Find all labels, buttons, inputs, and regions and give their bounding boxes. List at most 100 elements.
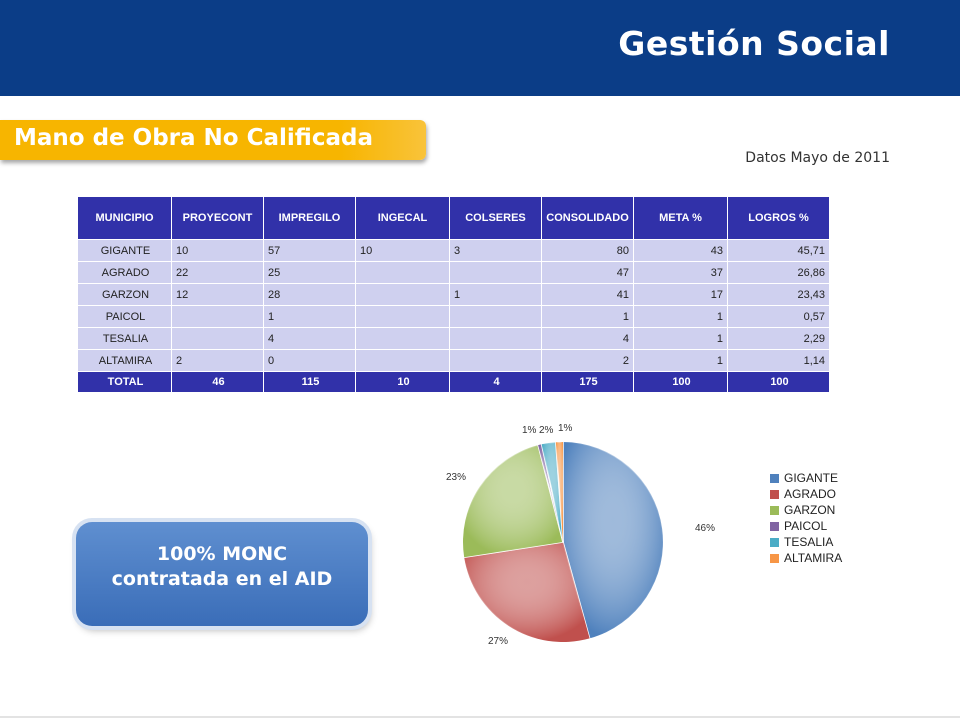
table-cell — [355, 349, 450, 372]
table-row: ALTAMIRA 2 0 2 1 1,14 — [77, 349, 830, 372]
legend-swatch — [770, 521, 779, 531]
table-cell: 23,43 — [727, 283, 830, 306]
callout-line-2: contratada en el AID — [111, 568, 333, 590]
table-cell: TESALIA — [77, 327, 172, 350]
table-cell: 0 — [263, 349, 356, 372]
col-header: IMPREGILO — [263, 196, 356, 240]
table-cell: 1 — [263, 305, 356, 328]
pie-data-label: 2% — [539, 425, 554, 436]
col-header: LOGROS % — [727, 196, 830, 240]
legend-item: PAICOL — [770, 518, 842, 534]
table-cell: 28 — [263, 283, 356, 306]
pie-data-label: 23% — [446, 472, 466, 483]
section-title: Mano de Obra No Calificada — [14, 125, 373, 151]
section-tab: Mano de Obra No Calificada — [0, 120, 426, 160]
table-cell: 26,86 — [727, 261, 830, 284]
table-cell: 46 — [171, 371, 264, 393]
table-row: AGRADO 22 25 47 37 26,86 — [77, 261, 830, 284]
table-cell: 80 — [541, 239, 634, 262]
col-header: INGECAL — [355, 196, 450, 240]
legend-label: TESALIA — [784, 535, 834, 549]
monc-callout: 100% MONC contratada en el AID — [76, 522, 368, 626]
pie-slice-highlight — [541, 442, 563, 542]
pie-slice-highlight — [462, 445, 563, 558]
table-cell: GARZON — [77, 283, 172, 306]
legend-item: ALTAMIRA — [770, 550, 842, 566]
header-bar — [0, 0, 960, 96]
date-note: Datos Mayo de 2011 — [745, 150, 890, 166]
table-cell — [355, 305, 450, 328]
table-cell: 2 — [541, 349, 634, 372]
table-cell: 45,71 — [727, 239, 830, 262]
table-header-row: MUNICIPIO PROYECONT IMPREGILO INGECAL CO… — [77, 196, 830, 240]
table-cell: 115 — [263, 371, 356, 393]
pie-data-label: 1% — [558, 423, 573, 434]
pie-slice-highlight — [538, 444, 563, 542]
legend-swatch — [770, 489, 779, 499]
table-cell: 100 — [633, 371, 728, 393]
table-cell: ALTAMIRA — [77, 349, 172, 372]
callout-line-1: 100% MONC — [156, 543, 288, 565]
table-cell — [171, 327, 264, 350]
table-cell: 0,57 — [727, 305, 830, 328]
pie-slice-highlight — [464, 542, 590, 643]
pie-data-label: 46% — [695, 523, 715, 534]
table-cell — [449, 261, 542, 284]
legend-label: PAICOL — [784, 519, 828, 533]
legend-item: GARZON — [770, 502, 842, 518]
table-cell: 1 — [541, 305, 634, 328]
page-title: Gestión Social — [618, 24, 890, 63]
table-cell: 1 — [633, 305, 728, 328]
col-header: PROYECONT — [171, 196, 264, 240]
col-header: COLSERES — [449, 196, 542, 240]
table-cell: 2,29 — [727, 327, 830, 350]
table-cell: TOTAL — [77, 371, 172, 393]
legend-label: GARZON — [784, 503, 836, 517]
legend-label: ALTAMIRA — [784, 551, 843, 565]
table-cell: 2 — [171, 349, 264, 372]
table-cell: 3 — [449, 239, 542, 262]
legend-item: TESALIA — [770, 534, 842, 550]
legend-swatch — [770, 553, 779, 563]
table-cell: 41 — [541, 283, 634, 306]
table-cell: GIGANTE — [77, 239, 172, 262]
legend-item: GIGANTE — [770, 470, 842, 486]
legend-swatch — [770, 505, 779, 515]
pie-slice-highlight — [555, 442, 563, 542]
table-cell — [355, 283, 450, 306]
legend-swatch — [770, 537, 779, 547]
table-cell: 1 — [449, 283, 542, 306]
table-cell: 25 — [263, 261, 356, 284]
table-cell: 17 — [633, 283, 728, 306]
table-cell: 100 — [727, 371, 830, 393]
pie-slice-highlight — [563, 442, 664, 639]
table-cell — [355, 261, 450, 284]
col-header: META % — [633, 196, 728, 240]
table-cell: 10 — [355, 371, 450, 393]
table-cell: 43 — [633, 239, 728, 262]
table-cell: 47 — [541, 261, 634, 284]
table-cell: AGRADO — [77, 261, 172, 284]
table-cell: 1 — [633, 327, 728, 350]
table-cell: 1 — [633, 349, 728, 372]
table-cell: 57 — [263, 239, 356, 262]
table-cell: 1,14 — [727, 349, 830, 372]
col-header: MUNICIPIO — [77, 196, 172, 240]
table-cell: 10 — [355, 239, 450, 262]
table-total-row: TOTAL 46 115 10 4 175 100 100 — [77, 371, 830, 393]
table-cell: PAICOL — [77, 305, 172, 328]
table-row: GIGANTE 10 57 10 3 80 43 45,71 — [77, 239, 830, 262]
table-row: GARZON 12 28 1 41 17 23,43 — [77, 283, 830, 306]
table-cell — [171, 305, 264, 328]
col-header: CONSOLIDADO — [541, 196, 634, 240]
table-cell — [449, 305, 542, 328]
workforce-table: MUNICIPIO PROYECONT IMPREGILO INGECAL CO… — [77, 196, 830, 393]
table-cell: 10 — [171, 239, 264, 262]
legend-label: GIGANTE — [784, 471, 839, 485]
table-cell: 4 — [541, 327, 634, 350]
table-cell: 4 — [449, 371, 542, 393]
table-cell: 12 — [171, 283, 264, 306]
legend-label: AGRADO — [784, 487, 837, 501]
chart-legend: GIGANTE AGRADO GARZON PAICOL TESALIA ALTAMIRA — [770, 470, 842, 566]
table-row: TESALIA 4 4 1 2,29 — [77, 327, 830, 350]
